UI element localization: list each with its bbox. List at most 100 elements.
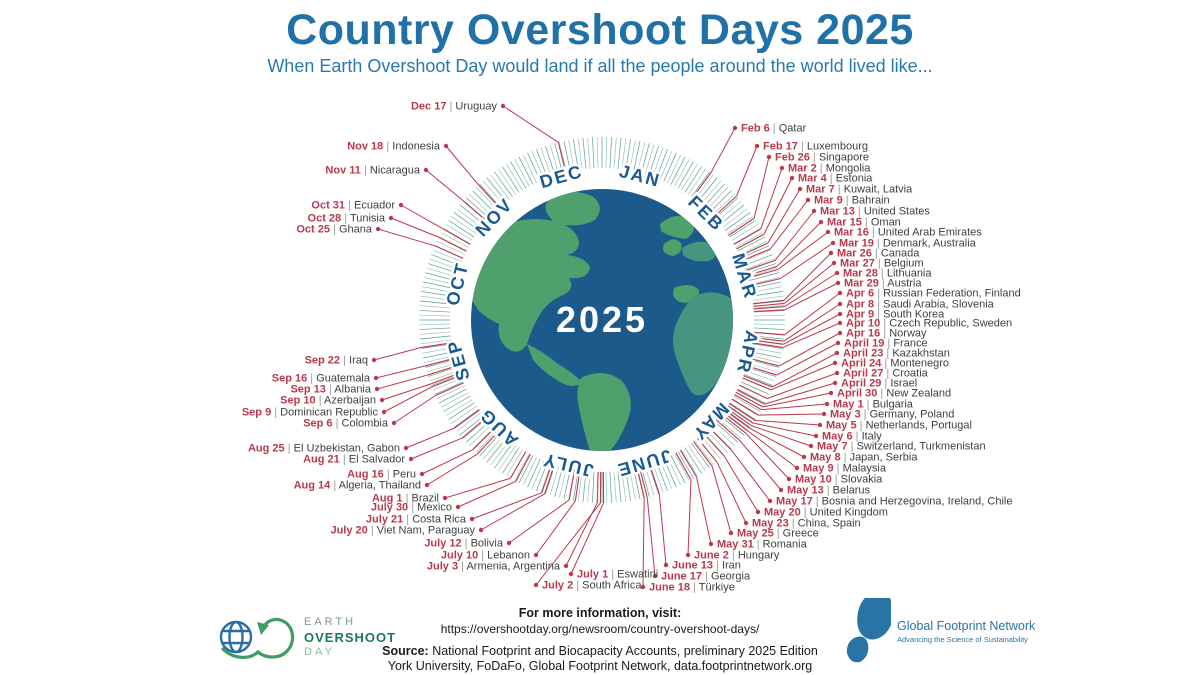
entry-leader-line (762, 392, 832, 408)
entry-ring-tick (557, 142, 567, 173)
calendar-tick (605, 137, 608, 169)
calendar-tick (700, 435, 722, 460)
calendar-tick (573, 139, 579, 170)
calendar-tick (719, 415, 745, 436)
calendar-tick (735, 232, 763, 248)
calendar-tick (617, 471, 622, 503)
calendar-tick (453, 212, 480, 231)
entry-leader-line (426, 453, 478, 486)
entry-dot (789, 175, 795, 181)
calendar-tick (540, 463, 552, 493)
calendar-tick (749, 355, 781, 364)
calendar-tick (609, 137, 612, 169)
entry-leader-line (376, 374, 428, 390)
entry-leader-line (778, 332, 841, 367)
calendar-tick (648, 145, 659, 176)
entry-dot (754, 143, 760, 149)
entry-dot (808, 443, 814, 449)
calendar-tick (545, 464, 556, 495)
calendar-tick (739, 240, 768, 255)
calendar-tick (531, 150, 545, 180)
calendar-tick (740, 381, 770, 395)
center-year: 2025 (556, 299, 648, 340)
entry-ring-tick (442, 228, 471, 245)
calendar-tick (667, 154, 682, 183)
entry-leader-line (425, 169, 464, 202)
eod-loop-arrow-icon (221, 617, 295, 659)
entry-leader-line (381, 383, 431, 401)
entry-leader-line (739, 440, 782, 491)
entry-ring-tick (742, 377, 772, 391)
calendar-tick (703, 183, 725, 208)
entry-leader-line (784, 282, 839, 311)
calendar-tick (486, 437, 507, 463)
calendar-tick (510, 161, 527, 189)
calendar-tick (459, 204, 485, 225)
calendar-tick (431, 374, 461, 386)
calendar-tick (420, 295, 452, 301)
calendar-tick (490, 440, 510, 466)
entry-leader-line (444, 477, 511, 499)
calendar-tick (429, 258, 459, 270)
calendar-tick (737, 388, 766, 404)
calendar-tick (753, 305, 785, 309)
eod-logo-line1: EARTH (304, 616, 357, 629)
entry-leader-line (754, 419, 821, 426)
entry-dot (830, 240, 836, 246)
entry-leader-line (784, 272, 838, 308)
entry-ring-tick (435, 382, 464, 397)
calendar-tick (621, 470, 627, 502)
overshoot-entry-label: July 2 | South Africa (542, 580, 642, 592)
overshoot-entry-label: Mar 2 | Mongolia (788, 163, 871, 175)
entry-dot (455, 504, 461, 510)
leader-lines (371, 103, 843, 590)
calendar-tick (475, 187, 498, 210)
entry-dot (568, 571, 574, 577)
calendar-tick (731, 224, 759, 241)
calendar-tick (420, 339, 452, 345)
overshoot-entry-label: Dec 17 | Uruguay (411, 101, 498, 113)
overshoot-entry-label: May 3 | Germany, Poland (830, 409, 954, 421)
calendar-tick (431, 254, 461, 266)
month-label-oct: OCT (442, 260, 472, 308)
entry-leader-line (767, 188, 801, 244)
entry-leader-line (658, 493, 667, 566)
entry-dot (732, 125, 738, 131)
calendar-tick (419, 314, 451, 317)
calendar-tick (421, 343, 452, 349)
overshoot-entry-label: May 23 | China, Spain (752, 518, 861, 530)
overshoot-entry-label: Mar 29 | Austria (844, 278, 922, 290)
entry-dot (743, 520, 749, 526)
calendar-tick (656, 149, 668, 179)
calendar-tick (563, 468, 571, 500)
overshoot-entry-label: Aug 1 | Brazil (372, 493, 439, 505)
entry-leader-line (480, 493, 545, 531)
entry-leader-line (570, 502, 605, 575)
calendar-tick (749, 276, 781, 285)
entry-leader-line (753, 422, 817, 437)
calendar-tick (727, 405, 754, 424)
overshoot-entry-label: May 1 | Bulgaria (833, 399, 914, 411)
calendar-tick (648, 464, 659, 495)
entry-leader-line (723, 455, 759, 513)
calendar-tick (747, 362, 778, 373)
calendar-tick (577, 138, 583, 170)
entry-ring-tick (745, 259, 776, 272)
calendar-tick (419, 331, 451, 335)
calendar-tick (684, 447, 702, 474)
overshoot-entry-label: Aug 16 | Peru (347, 469, 416, 481)
calendar-tick (737, 236, 766, 252)
entry-leader-line (783, 303, 841, 342)
entry-leader-line (565, 502, 598, 567)
overshoot-entry-label: June 17 | Georgia (661, 571, 751, 583)
calendar-tick (625, 139, 631, 170)
month-label-jan: JAN (617, 161, 663, 191)
calendar-tick (714, 197, 739, 219)
calendar-tick (709, 190, 732, 213)
entry-ring-tick (716, 419, 741, 441)
entry-ring-tick (753, 309, 785, 313)
entry-ring-tick (739, 242, 769, 257)
entry-ring-tick (736, 389, 765, 405)
calendar-tick (670, 156, 686, 185)
